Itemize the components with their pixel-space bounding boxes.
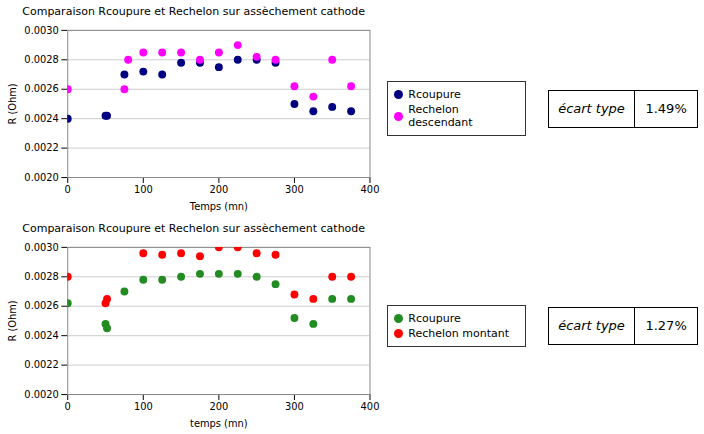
svg-text:200: 200 [209, 185, 228, 196]
svg-text:0.0022: 0.0022 [24, 142, 59, 153]
svg-text:0.0020: 0.0020 [24, 389, 59, 400]
svg-text:0.0028: 0.0028 [24, 54, 59, 65]
svg-text:R (Ohm): R (Ohm) [7, 300, 18, 341]
svg-text:0.0028: 0.0028 [24, 271, 59, 282]
svg-text:100: 100 [134, 185, 153, 196]
svg-text:temps (mn): temps (mn) [190, 418, 248, 429]
svg-text:0.0030: 0.0030 [24, 25, 59, 36]
svg-text:0.0026: 0.0026 [24, 301, 59, 312]
svg-text:0.0024: 0.0024 [24, 113, 59, 124]
html-text:Rechelon descendant: Rechelon descendant [408, 103, 473, 129]
html-text:écart type: écart type [558, 101, 625, 116]
html-text:Rcoupure: Rcoupure [408, 88, 461, 101]
html-text:1.27%: 1.27% [645, 318, 687, 333]
svg-text:0.0022: 0.0022 [24, 359, 59, 370]
svg-text:400: 400 [361, 402, 380, 413]
svg-text:100: 100 [134, 402, 153, 413]
svg-text:Temps (mn): Temps (mn) [189, 201, 248, 212]
html-text:écart type: écart type [558, 318, 625, 333]
svg-text:R (Ohm): R (Ohm) [7, 83, 18, 124]
html-text:1.49%: 1.49% [645, 101, 687, 116]
html-text:Comparaison Rcoupure et Rechel: Comparaison Rcoupure et Rechelon sur ass… [22, 5, 366, 19]
svg-text:0.0020: 0.0020 [24, 172, 59, 183]
svg-text:0: 0 [65, 185, 71, 196]
html-text:Rcoupure: Rcoupure [408, 311, 461, 325]
svg-text:0.0026: 0.0026 [24, 84, 59, 95]
svg-text:300: 300 [285, 185, 304, 196]
svg-text:300: 300 [285, 402, 304, 413]
svg-text:0.0030: 0.0030 [24, 242, 59, 253]
svg-text:0: 0 [65, 402, 71, 413]
svg-text:0.0024: 0.0024 [24, 330, 59, 341]
html-text:Rechelon montant: Rechelon montant [408, 326, 510, 340]
html-text:Comparaison Rcoupure et Rechel: Comparaison Rcoupure et Rechelon sur ass… [22, 222, 366, 236]
svg-text:200: 200 [209, 402, 228, 413]
svg-text:400: 400 [361, 185, 380, 196]
